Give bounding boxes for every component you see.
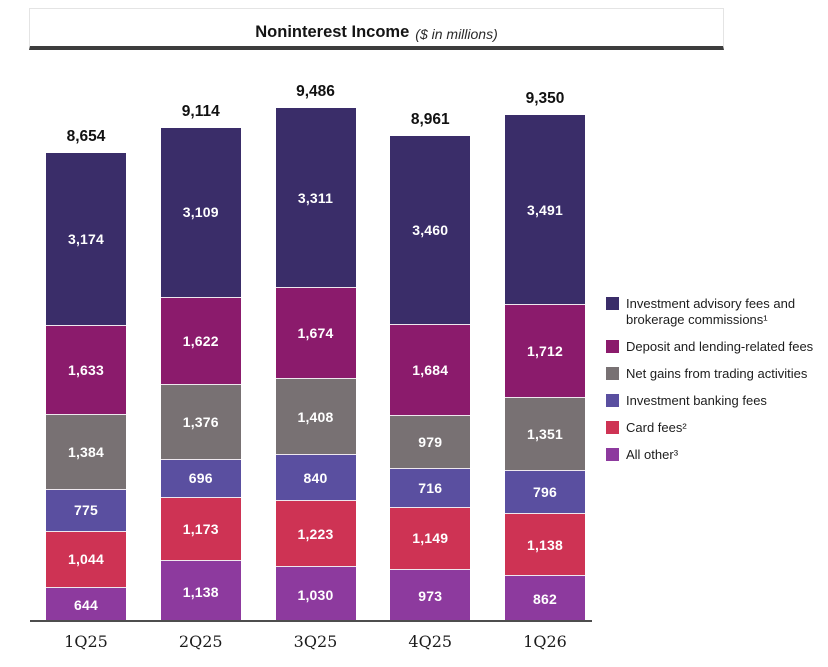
legend-label: All other³ xyxy=(626,447,679,462)
bar-segment: 3,174 xyxy=(46,153,126,326)
chart-title: Noninterest Income xyxy=(255,23,410,41)
segment-value-label: 696 xyxy=(188,470,213,487)
bar-total-label: 9,350 xyxy=(525,90,565,107)
segment-value-label: 1,223 xyxy=(297,525,334,542)
segment-value-label: 1,044 xyxy=(67,551,105,568)
segment-value-label: 716 xyxy=(418,479,443,496)
bar-segment: 973 xyxy=(390,568,471,622)
legend-item: All other³ xyxy=(606,447,826,463)
segment-value-label: 979 xyxy=(418,433,443,450)
segment-value-label: 1,684 xyxy=(412,361,449,378)
bar-group-1Q25: 3,174 1,633 1,384 775 1,044 644 xyxy=(46,153,126,622)
bar-segment: 3,460 xyxy=(390,136,471,324)
bar-segment: 979 xyxy=(390,414,471,468)
bar-segment: 1,351 xyxy=(505,396,585,471)
segment-value-label: 1,408 xyxy=(297,408,334,425)
bar-segment: 1,223 xyxy=(275,499,356,567)
legend-label: Deposit and lending-related fees xyxy=(626,339,814,354)
bar-segment: 3,491 xyxy=(505,115,585,305)
segment-value-label: 1,173 xyxy=(182,520,219,537)
bar-group-1Q26: 3,491 1,712 1,351 796 1,138 862 xyxy=(505,115,585,622)
legend-item: Investment banking fees xyxy=(606,393,826,409)
segment-value-label: 3,311 xyxy=(297,189,334,206)
segment-value-label: 3,109 xyxy=(182,204,219,221)
legend-swatch xyxy=(606,340,619,353)
bar-total-label: 8,654 xyxy=(66,128,106,145)
bar-segment: 1,030 xyxy=(275,566,356,622)
bar-group-3Q25: 3,311 1,674 1,408 840 1,223 1,030 xyxy=(275,108,356,622)
bar-segment: 716 xyxy=(390,467,471,507)
segment-value-label: 1,138 xyxy=(182,583,219,600)
bar-total-label: 9,114 xyxy=(181,103,220,120)
segment-value-label: 3,491 xyxy=(526,201,564,218)
segment-value-label: 1,376 xyxy=(182,414,219,431)
bar-total-label: 9,486 xyxy=(296,83,335,100)
bar-segment: 696 xyxy=(160,458,241,497)
segment-value-label: 1,030 xyxy=(297,586,334,603)
bar-segment: 840 xyxy=(275,454,356,500)
segment-value-label: 1,712 xyxy=(526,343,564,360)
legend-label: Investment advisory fees and brokerage c… xyxy=(626,296,796,327)
bar-segment: 1,376 xyxy=(160,384,241,459)
x-axis-label: 1Q25 xyxy=(64,632,108,651)
legend-swatch xyxy=(606,448,619,461)
bar-segment: 1,684 xyxy=(390,323,471,415)
legend-swatch xyxy=(606,367,619,380)
segment-value-label: 862 xyxy=(533,590,557,607)
legend-label: Card fees² xyxy=(626,420,687,435)
bar-total-label: 8,961 xyxy=(410,111,450,128)
bar-segment: 1,149 xyxy=(390,506,471,569)
legend-label: Net gains from trading activities xyxy=(626,366,808,381)
segment-value-label: 973 xyxy=(418,587,443,604)
bar-segment: 1,138 xyxy=(160,560,241,622)
bar-group-4Q25: 3,460 1,684 979 716 1,149 973 xyxy=(390,136,471,622)
bar-segment: 796 xyxy=(505,470,585,514)
chart-title-unit-note: ($ in millions) xyxy=(415,26,498,42)
bar-segment: 1,384 xyxy=(46,413,126,489)
x-axis-line xyxy=(30,620,592,622)
bar-segment: 1,633 xyxy=(46,325,126,414)
segment-value-label: 1,351 xyxy=(526,426,564,443)
bar-segment: 1,408 xyxy=(275,378,356,455)
segment-value-label: 1,622 xyxy=(182,332,219,349)
segment-value-label: 1,138 xyxy=(526,536,564,553)
legend-item: Card fees² xyxy=(606,420,826,436)
segment-value-label: 1,674 xyxy=(297,325,334,342)
segment-value-label: 796 xyxy=(533,484,557,501)
legend-swatch xyxy=(606,394,619,407)
legend-swatch xyxy=(606,297,619,310)
legend-label: Investment banking fees xyxy=(626,393,767,408)
bar-segment: 1,712 xyxy=(505,304,585,397)
legend-swatch xyxy=(606,421,619,434)
segment-value-label: 3,174 xyxy=(67,231,105,247)
chart-title-box: Noninterest Income ($ in millions) xyxy=(29,8,724,50)
bar-segment: 1,044 xyxy=(46,530,126,588)
bar-segment: 1,138 xyxy=(505,513,585,576)
bar-segment: 1,173 xyxy=(160,496,241,561)
segment-value-label: 3,460 xyxy=(412,221,449,238)
segment-value-label: 644 xyxy=(74,597,98,614)
segment-value-label: 1,149 xyxy=(412,530,449,547)
segment-value-label: 840 xyxy=(303,469,328,486)
x-axis-label: 2Q25 xyxy=(178,632,223,651)
bar-segment: 775 xyxy=(46,488,126,531)
chart-legend: Investment advisory fees and brokerage c… xyxy=(606,296,826,463)
x-axis-label: 4Q25 xyxy=(408,632,453,651)
segment-value-label: 775 xyxy=(74,502,98,519)
segment-value-label: 1,633 xyxy=(67,361,105,378)
bar-group-2Q25: 3,109 1,622 1,376 696 1,173 1,138 xyxy=(160,128,241,622)
legend-item: Deposit and lending-related fees xyxy=(606,339,826,355)
bar-segment: 1,674 xyxy=(275,287,356,379)
x-axis-label: 1Q26 xyxy=(523,632,567,651)
bar-segment: 1,622 xyxy=(160,296,241,385)
bar-segment: 862 xyxy=(505,575,585,622)
legend-item: Net gains from trading activities xyxy=(606,366,826,382)
bar-segment: 3,109 xyxy=(160,128,241,297)
x-axis-label: 3Q25 xyxy=(293,632,338,651)
segment-value-label: 1,384 xyxy=(67,443,105,460)
bar-segment: 3,311 xyxy=(275,108,356,288)
bar-segment: 644 xyxy=(46,587,126,622)
legend-item: Investment advisory fees and brokerage c… xyxy=(606,296,826,328)
